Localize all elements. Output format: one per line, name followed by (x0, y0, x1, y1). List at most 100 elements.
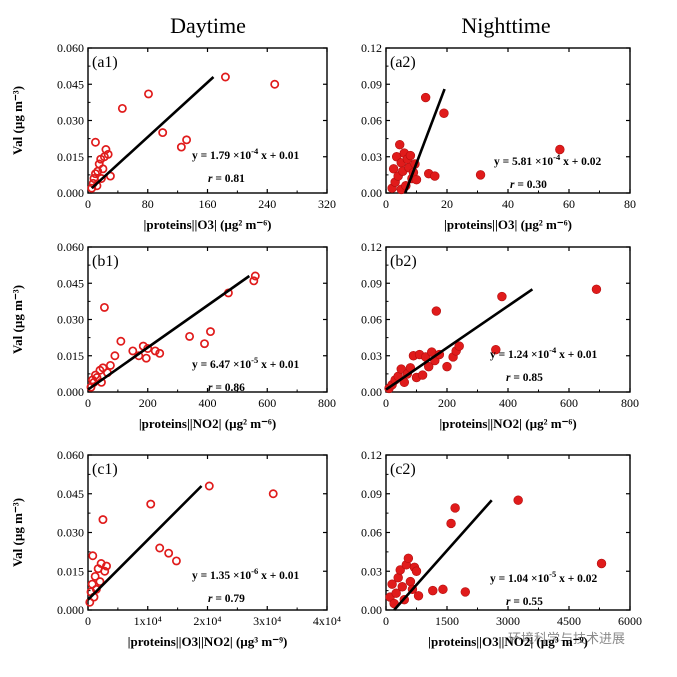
data-point (185, 331, 195, 341)
x-tick-label: 2x10⁴ (193, 614, 221, 628)
data-point (270, 79, 280, 89)
x-tick-label: 0 (383, 614, 389, 628)
data-point (391, 588, 401, 598)
y-tick-label: 0.06 (361, 526, 382, 540)
panel-c2 (385, 454, 631, 611)
data-point (387, 579, 397, 589)
x-tick-label: 60 (563, 197, 575, 211)
plot-frame (87, 454, 328, 611)
y-tick-label: 0.12 (361, 448, 382, 462)
data-point (591, 284, 602, 294)
y-tick-label: 0.03 (361, 564, 382, 578)
data-point (87, 579, 97, 589)
data-point (393, 573, 403, 583)
x-tick-label: 3000 (496, 614, 520, 628)
regression-equation: y = 1.35 ×10-6 x + 0.01 (192, 566, 300, 582)
y-tick-label: 0.03 (361, 349, 382, 363)
data-point (396, 364, 406, 374)
y-axis-label: Val (µg m⁻³) (10, 86, 25, 155)
data-point (411, 566, 422, 576)
x-tick-label: 20 (441, 197, 453, 211)
x-tick-label: 800 (318, 396, 336, 410)
data-point (150, 346, 160, 356)
correlation-coefficient: r = 0.55 (506, 596, 543, 608)
data-point (92, 373, 102, 382)
data-point (413, 591, 424, 601)
data-point (171, 556, 181, 566)
data-point (454, 341, 464, 351)
panel-a1 (87, 47, 328, 194)
panel-label: (c1) (92, 461, 118, 478)
plot-frame (385, 246, 631, 393)
data-point (475, 170, 486, 180)
regression-line (403, 88, 446, 194)
regression-equation: y = 5.81 ×10-4 x + 0.02 (494, 152, 602, 168)
column-title-nighttime: Nighttime (461, 13, 550, 38)
y-tick-label: 0.060 (57, 448, 84, 462)
data-point (128, 346, 138, 356)
x-tick-label: 400 (499, 396, 517, 410)
x-tick-label: 200 (139, 396, 157, 410)
x-tick-label: 600 (258, 396, 276, 410)
panel-label: (a2) (390, 54, 416, 71)
y-axis-label: Val (µg m⁻³) (10, 498, 25, 567)
data-point (417, 370, 428, 380)
x-tick-label: 0 (383, 396, 389, 410)
panel-label: (b1) (92, 253, 119, 270)
correlation-coefficient: r = 0.30 (510, 179, 547, 191)
data-point (268, 489, 278, 499)
regression-line (393, 499, 493, 611)
y-axis-label: Val (µg m⁻³) (10, 285, 25, 354)
data-point (405, 150, 416, 161)
plot-frame (385, 47, 631, 194)
data-point (596, 558, 607, 569)
data-point (424, 361, 434, 372)
regression-equation: y = 1.24 ×10-4 x + 0.01 (490, 345, 598, 361)
panel-b2 (385, 246, 631, 393)
data-point (158, 128, 168, 138)
data-point (99, 302, 109, 312)
y-tick-label: 0.09 (361, 276, 382, 290)
y-tick-label: 0.06 (361, 114, 382, 128)
data-point (88, 551, 98, 561)
column-title-daytime: Daytime (170, 13, 246, 38)
x-tick-label: 0 (85, 197, 91, 211)
y-tick-label: 0.015 (57, 349, 84, 363)
y-tick-label: 0.060 (57, 41, 84, 55)
data-point (204, 481, 214, 491)
x-axis-label: |proteins||O3||NO2| (µg³ m⁻⁹) (428, 634, 588, 649)
data-point (91, 137, 100, 147)
data-point (90, 571, 100, 581)
y-tick-label: 0.000 (57, 603, 84, 617)
y-tick-label: 0.015 (57, 564, 84, 578)
data-point (431, 306, 442, 316)
y-tick-label: 0.045 (57, 276, 84, 290)
data-point (497, 291, 507, 302)
data-point (420, 92, 431, 103)
regression-equation: y = 1.04 ×10-5 x + 0.02 (490, 569, 598, 585)
x-tick-label: 4x10⁴ (313, 614, 341, 628)
data-point (411, 175, 422, 185)
data-point (250, 271, 260, 281)
x-tick-label: 1x10⁴ (134, 614, 162, 628)
regression-equation: y = 1.79 ×10-4 x + 0.01 (192, 146, 300, 162)
x-tick-label: 3x10⁴ (253, 614, 281, 628)
y-tick-label: 0.12 (361, 41, 382, 55)
data-point (110, 351, 120, 361)
y-tick-label: 0.045 (57, 487, 84, 501)
x-tick-label: 4500 (557, 614, 581, 628)
data-point (182, 135, 192, 145)
data-point (460, 587, 470, 597)
data-point (117, 103, 127, 113)
regression-line (87, 274, 251, 391)
y-tick-label: 0.09 (361, 77, 382, 91)
data-point (450, 503, 460, 513)
data-point (438, 584, 448, 595)
data-point (388, 164, 399, 174)
watermark-text: 环境科学与技术进展 (508, 631, 625, 647)
data-point (91, 169, 100, 179)
data-point (155, 543, 165, 553)
x-tick-label: 200 (438, 396, 456, 410)
data-point (146, 499, 156, 509)
data-point (100, 566, 110, 576)
